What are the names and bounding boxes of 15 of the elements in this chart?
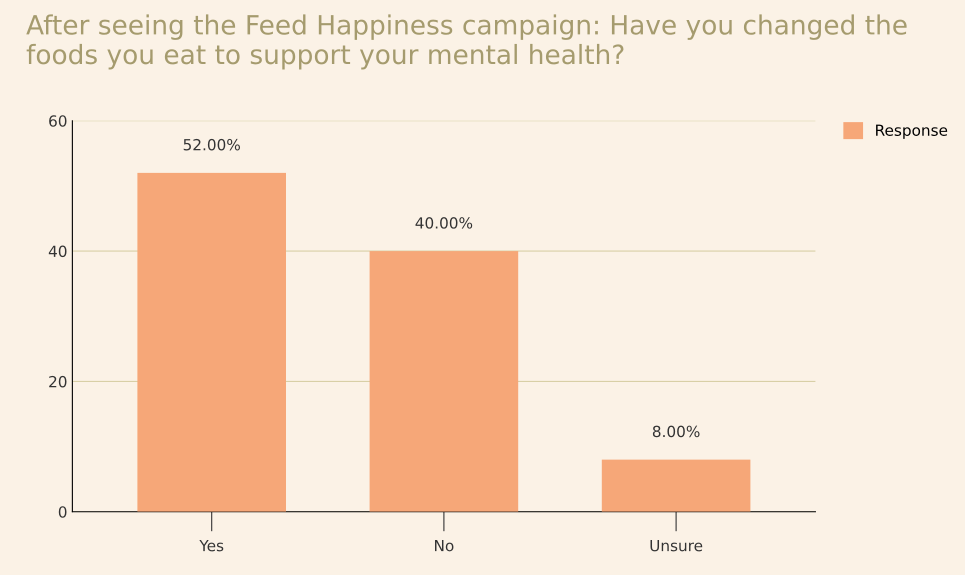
x-tick-label: No xyxy=(435,540,454,552)
chart-title: After seeing the Feed Happiness campaign: Have you changed the foods you eat to support your mental health? xyxy=(26,14,907,70)
bar xyxy=(370,251,518,512)
y-tick-label: 20 xyxy=(49,376,66,388)
data-label: 8.00% xyxy=(652,426,700,438)
y-tick-label: 0 xyxy=(58,506,66,518)
legend-label: Response xyxy=(876,124,948,139)
y-tick-label: 60 xyxy=(49,115,66,127)
x-tick-label: Yes xyxy=(199,540,224,552)
bar xyxy=(137,172,286,512)
y-tick-label: 40 xyxy=(48,246,66,258)
bar xyxy=(602,460,750,512)
data-label: 40.00% xyxy=(416,217,472,229)
x-tick-label: Unsure xyxy=(650,540,702,552)
data-label: 52.00% xyxy=(184,138,240,150)
